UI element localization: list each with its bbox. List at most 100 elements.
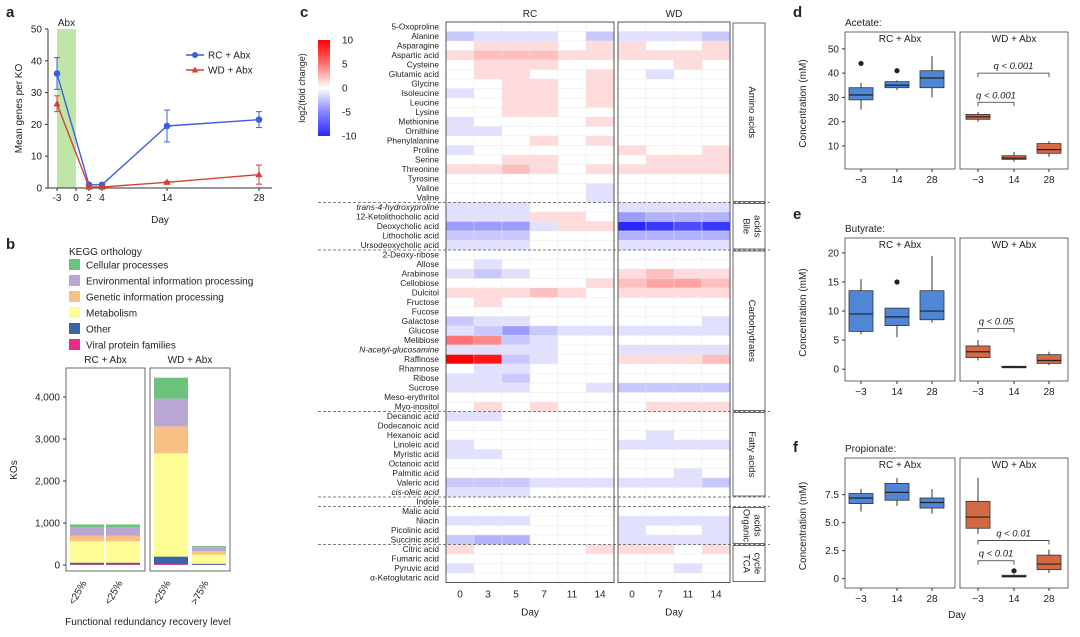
y-tick-label: 10 (828, 307, 840, 318)
heatmap-cell (645, 363, 675, 374)
heatmap-cell (701, 496, 731, 507)
heatmap-cell (645, 230, 675, 241)
heatmap-cell (701, 59, 731, 70)
heatmap-cell (473, 297, 503, 308)
heatmap-cell (529, 164, 559, 175)
panel-letter-f: f (793, 439, 799, 456)
heatmap-cell (557, 506, 587, 517)
x-tick-label: 14 (161, 193, 173, 204)
heatmap-cell (473, 50, 503, 61)
heatmap-cell (501, 249, 531, 260)
heatmap-cell (645, 240, 675, 251)
x-tick-label: 14 (891, 387, 903, 398)
heatmap-cell (617, 477, 647, 488)
heatmap-cell (501, 344, 531, 355)
heatmap-cell (557, 306, 587, 317)
heatmap-cell (529, 31, 559, 42)
stack-segment (154, 556, 188, 565)
group-bracket (732, 22, 766, 202)
heatmap-cell (557, 487, 587, 498)
group-frame (844, 237, 956, 382)
row-label: Pyruvic acid (394, 563, 439, 573)
heatmap-cell (617, 344, 647, 355)
row-label: Ornithine (405, 126, 439, 136)
legend-swatch (69, 339, 80, 350)
heatmap-cell (585, 50, 615, 61)
heatmap-cell (473, 211, 503, 222)
heatmap-cell (445, 31, 475, 42)
heatmap-cell (701, 458, 731, 469)
heatmap-cell (701, 401, 731, 412)
group-frame (149, 367, 231, 572)
heatmap-cell (673, 458, 703, 469)
heatmap-cell (701, 306, 731, 317)
heatmap-cell (557, 563, 587, 574)
heatmap-cell (473, 107, 503, 118)
heatmap-cell (585, 126, 615, 137)
row-label: Deoxycholic acid (377, 221, 440, 231)
heatmap-cell (529, 240, 559, 251)
significance-bracket (977, 560, 1015, 565)
heatmap-cell (501, 126, 531, 137)
heatmap-cell (529, 202, 559, 213)
heatmap-cell (585, 211, 615, 222)
stack-segment (192, 547, 226, 552)
row-label: Lysine (415, 107, 439, 117)
x-tick-label: −3 (972, 387, 984, 398)
stack-segment (154, 398, 188, 427)
heatmap-cell (645, 211, 675, 222)
heatmap-cell (445, 126, 475, 137)
panel-letter-d: d (793, 4, 802, 21)
row-label: Lithocholic acid (382, 231, 439, 241)
box (1036, 143, 1062, 154)
heatmap-cell (557, 401, 587, 412)
heatmap-cell (501, 563, 531, 574)
heatmap-cell (445, 487, 475, 498)
data-point (255, 116, 263, 123)
heatmap-cell (673, 487, 703, 498)
heatmap-cell (585, 306, 615, 317)
significance-label: q < 0.01 (996, 529, 1031, 540)
heatmap-cell (617, 69, 647, 80)
heatmap-cell (473, 240, 503, 251)
heatmap-cell (617, 496, 647, 507)
group-label: WD + Abx (992, 34, 1037, 45)
heatmap-cell (617, 107, 647, 118)
box (848, 290, 874, 332)
heatmap-cell (557, 439, 587, 450)
heatmap-cell (645, 202, 675, 213)
bar-label: <25% (67, 579, 90, 607)
group-label: Amino acids (746, 86, 757, 138)
heatmap-cell (445, 572, 475, 583)
heatmap-cell (585, 40, 615, 51)
row-label: Phenylalanine (387, 136, 440, 146)
heatmap-cell (501, 477, 531, 488)
group-label: WD + Abx (992, 240, 1037, 251)
heatmap-cell (473, 69, 503, 80)
heatmap-cell (617, 268, 647, 279)
heatmap-cell (645, 116, 675, 127)
heatmap-cell (673, 88, 703, 99)
heatmap-cell (529, 382, 559, 393)
heatmap-cell (529, 553, 559, 564)
heatmap-cell (645, 335, 675, 346)
heatmap-cell (445, 496, 475, 507)
heatmap-cell (645, 354, 675, 365)
heatmap-cell (585, 325, 615, 336)
heatmap-cell (585, 373, 615, 384)
heatmap-cell (645, 534, 675, 545)
heatmap-cell (529, 363, 559, 374)
row-label: Raffinose (404, 354, 439, 364)
heatmap-cell (445, 78, 475, 89)
bar-label: >75% (189, 579, 212, 607)
heatmap-cell (529, 344, 559, 355)
heatmap-cell (445, 240, 475, 251)
heatmap-cell (473, 325, 503, 336)
heatmap-cell (617, 202, 647, 213)
heatmap-cell (473, 487, 503, 498)
heatmap-cell (557, 145, 587, 156)
heatmap-cell (701, 116, 731, 127)
heatmap-cell (701, 50, 731, 61)
outlier-point (894, 279, 900, 285)
